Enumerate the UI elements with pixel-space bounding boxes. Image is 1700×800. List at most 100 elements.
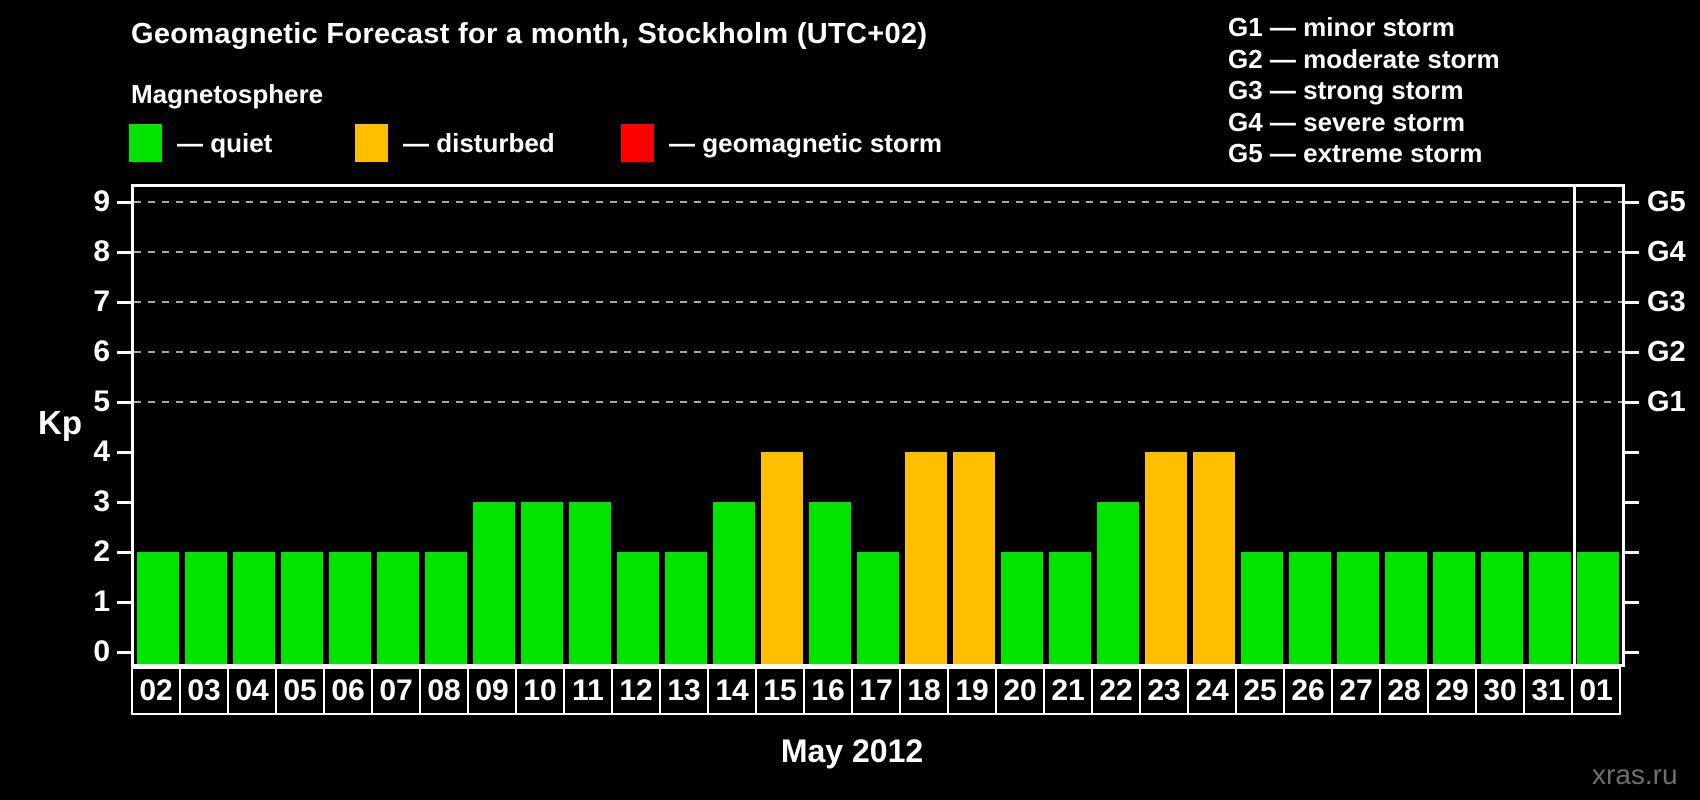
legend-label-quiet: — quiet [177, 127, 273, 158]
g-legend-line: G5 — extreme storm [1228, 138, 1483, 169]
kp-bar [1241, 552, 1283, 664]
y-tick-label: 4 [93, 435, 110, 468]
kp-bar [665, 552, 707, 664]
y-tick-right [1625, 301, 1639, 304]
gridline-kp-7 [134, 301, 1622, 303]
kp-bar [1529, 552, 1571, 664]
day-label: 25 [1235, 667, 1285, 715]
g-legend-line: G1 — minor storm [1228, 12, 1455, 42]
kp-bar [1097, 502, 1139, 664]
month-label: May 2012 [780, 733, 924, 769]
y-tick-label: 6 [93, 335, 110, 368]
y-tick-label: 1 [93, 585, 110, 618]
y-tick-right [1625, 401, 1639, 404]
day-label: 27 [1331, 667, 1381, 715]
g-axis-label-g2: G2 [1647, 336, 1686, 368]
kp-bar [761, 452, 803, 664]
watermark: xras.ru [1592, 759, 1678, 790]
day-label: 30 [1475, 667, 1525, 715]
day-label: 03 [179, 667, 229, 715]
legend-label-storm: — geomagnetic storm [669, 127, 943, 158]
kp-bar [905, 452, 947, 664]
y-tick-left [117, 601, 131, 604]
day-label: 14 [707, 667, 757, 715]
plot-inner [134, 187, 1622, 664]
kp-bar [1577, 552, 1619, 664]
chart-title: Geomagnetic Forecast for a month, Stockh… [131, 18, 928, 50]
day-label: 15 [755, 667, 805, 715]
kp-bar [1193, 452, 1235, 664]
kp-axis-label: Kp [38, 404, 82, 441]
kp-bar [329, 552, 371, 664]
y-tick-left [117, 251, 131, 254]
kp-bar [1049, 552, 1091, 664]
day-label: 22 [1091, 667, 1141, 715]
g-scale-legend: G1 — minor storm G2 — moderate storm G3 — … [1228, 12, 1500, 170]
y-tick-label: 8 [93, 235, 110, 268]
y-tick-right [1625, 601, 1639, 604]
kp-bar [857, 552, 899, 664]
kp-bar [1001, 552, 1043, 664]
kp-bar [617, 552, 659, 664]
legend-item-disturbed: — disturbed [355, 124, 555, 162]
day-label: 26 [1283, 667, 1333, 715]
gridline-kp-6 [134, 351, 1622, 353]
y-tick-right [1625, 551, 1639, 554]
kp-bar [233, 552, 275, 664]
day-label: 11 [563, 667, 613, 715]
y-tick-right [1625, 201, 1639, 204]
y-tick-left [117, 301, 131, 304]
y-tick-left [117, 351, 131, 354]
y-tick-right [1625, 451, 1639, 454]
day-label: 12 [611, 667, 661, 715]
kp-bar [953, 452, 995, 664]
y-tick-right [1625, 501, 1639, 504]
kp-bar [281, 552, 323, 664]
kp-bar [425, 552, 467, 664]
day-label: 18 [899, 667, 949, 715]
gridline-kp-8 [134, 251, 1622, 253]
day-label: 01 [1571, 667, 1621, 715]
y-tick-right [1625, 651, 1639, 654]
g-legend-line: G3 — strong storm [1228, 75, 1464, 106]
kp-bar [1385, 552, 1427, 664]
day-label: 19 [947, 667, 997, 715]
kp-bar [1433, 552, 1475, 664]
kp-bar [1337, 552, 1379, 664]
y-tick-label: 2 [93, 535, 110, 568]
kp-bar [185, 552, 227, 664]
g-legend-line: G2 — moderate storm [1228, 43, 1500, 74]
day-label: 13 [659, 667, 709, 715]
day-label: 06 [323, 667, 373, 715]
kp-bar [473, 502, 515, 664]
storm-color-swatch [621, 124, 654, 162]
kp-bar [1481, 552, 1523, 664]
day-label: 24 [1187, 667, 1237, 715]
y-tick-right [1625, 251, 1639, 254]
day-label: 21 [1043, 667, 1093, 715]
g-legend-line: G4 — severe storm [1228, 106, 1466, 137]
kp-bar [137, 552, 179, 664]
plot-area [131, 184, 1625, 667]
kp-bar [713, 502, 755, 664]
gridline-kp-5 [134, 401, 1622, 403]
y-tick-left [117, 501, 131, 504]
kp-bar [569, 502, 611, 664]
legend-item-storm: — geomagnetic storm [621, 124, 942, 162]
day-label: 10 [515, 667, 565, 715]
kp-bar [377, 552, 419, 664]
y-tick-left [117, 651, 131, 654]
gridline-kp-9 [134, 201, 1622, 203]
day-label: 17 [851, 667, 901, 715]
day-label: 23 [1139, 667, 1189, 715]
y-tick-label: 5 [93, 385, 110, 418]
kp-bar [521, 502, 563, 664]
legend-item-quiet: — quiet [129, 124, 272, 162]
day-label: 16 [803, 667, 853, 715]
g-axis-label-g1: G1 [1647, 386, 1686, 418]
month-separator [1573, 187, 1576, 664]
day-label: 07 [371, 667, 421, 715]
quiet-color-swatch [129, 124, 162, 162]
y-tick-left [117, 551, 131, 554]
y-tick-label: 3 [93, 485, 110, 518]
